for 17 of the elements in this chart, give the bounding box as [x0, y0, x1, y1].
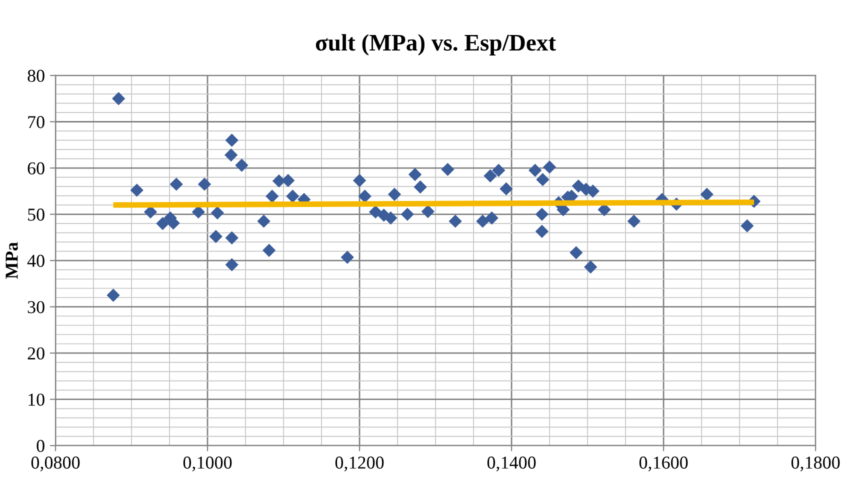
y-tick-label: 20 [28, 347, 44, 360]
x-tick-label: 0,1800 [791, 456, 840, 472]
y-tick-label: 0 [36, 440, 44, 452]
x-tick-label: 0,1200 [335, 456, 384, 472]
y-tick-label: 80 [28, 70, 44, 82]
y-tick-label: 50 [28, 208, 44, 221]
y-axis-title: MPa [6, 242, 18, 279]
y-tick-label: 60 [28, 162, 44, 174]
y-tick-label: 30 [28, 301, 44, 314]
y-tick-label: 10 [28, 394, 44, 406]
y-tick-label: 70 [28, 116, 44, 128]
x-tick-label: 0,0800 [31, 456, 80, 472]
chart-title: σult (MPa) vs. Esp/Dext [316, 34, 556, 56]
y-tick-label: 40 [27, 254, 44, 267]
x-tick-label: 0,1600 [639, 456, 688, 472]
x-tick-label: 0,1000 [183, 456, 232, 472]
x-tick-label: 0,1400 [487, 456, 536, 472]
